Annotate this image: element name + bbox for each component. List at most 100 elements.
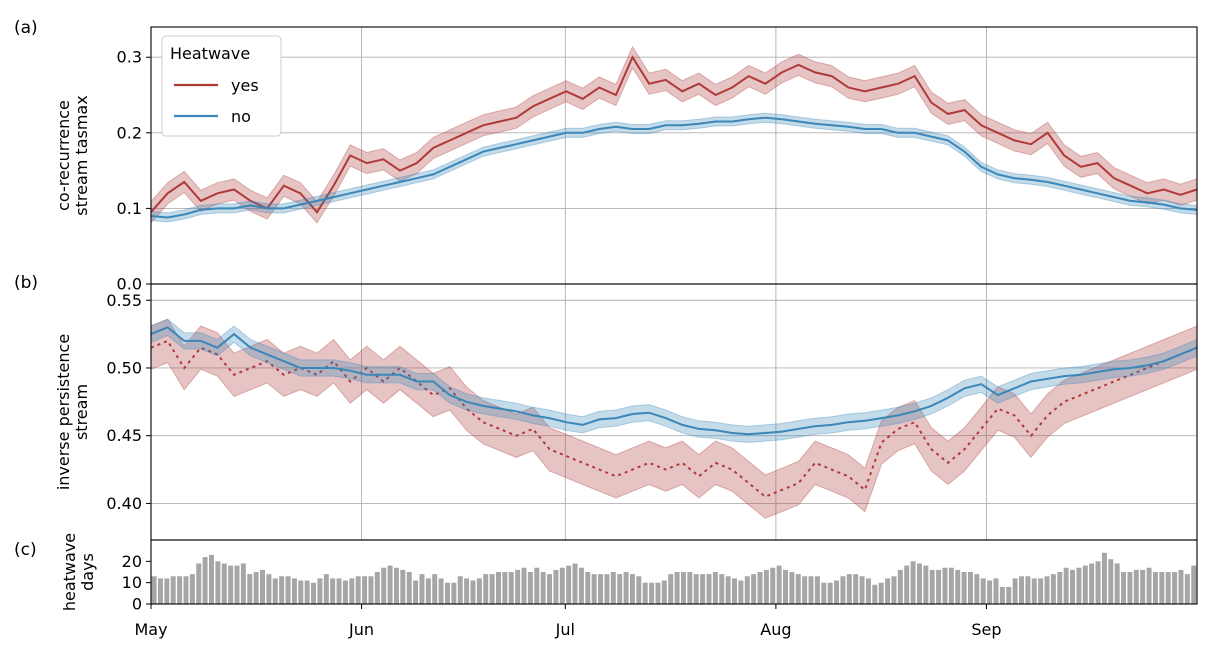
bar-day-34: [368, 576, 374, 604]
bar-day-4: [177, 576, 183, 604]
bar-day-134: [1006, 586, 1012, 604]
bar-day-49: [464, 578, 470, 604]
bar-day-73: [617, 574, 623, 604]
bar-day-107: [834, 580, 840, 604]
bar-day-143: [1063, 567, 1069, 604]
bar-day-26: [317, 578, 323, 604]
bar-day-123: [936, 569, 942, 604]
bar-day-121: [923, 565, 929, 604]
bar-day-157: [1152, 572, 1158, 604]
bar-day-132: [993, 578, 999, 604]
bar-day-138: [1031, 578, 1037, 604]
bar-day-1: [157, 578, 163, 604]
bar-day-64: [559, 567, 565, 604]
series-line-no: [150, 326, 1198, 436]
bar-day-137: [1025, 576, 1031, 604]
bar-day-37: [387, 565, 393, 604]
bar-day-120: [916, 563, 922, 604]
panel-label-c: (c): [14, 540, 37, 560]
bar-day-27: [323, 574, 329, 604]
bar-day-61: [540, 572, 546, 604]
panel-b-inverse-persistence: 0.40 0.45 0.50 0.55 inverse persistencestrea…: [54, 283, 1198, 541]
bar-day-151: [1114, 563, 1120, 604]
ytick-label: 0.3: [117, 48, 142, 67]
bar-day-162: [1184, 574, 1190, 604]
bar-day-35: [374, 572, 380, 604]
bar-day-48: [457, 576, 463, 604]
bar-day-106: [827, 582, 833, 604]
bar-day-21: [285, 576, 291, 604]
y-axis-title-line: stream: [72, 384, 91, 440]
bar-day-88: [712, 572, 718, 604]
bar-day-95: [757, 572, 763, 604]
bar-day-0: [151, 576, 157, 604]
bar-day-110: [853, 574, 859, 604]
bar-day-74: [623, 572, 629, 604]
y-axis-title-line: co-recurrence: [54, 100, 73, 211]
bar-day-72: [610, 572, 616, 604]
ytick-label: 0: [132, 595, 142, 614]
bar-day-68: [585, 572, 591, 604]
legend-label-yes: yes: [231, 76, 259, 95]
ytick-label: 10: [122, 573, 142, 592]
bar-day-47: [451, 582, 457, 604]
bar-day-10: [215, 561, 221, 604]
ytick-label: 0.2: [117, 123, 142, 142]
bar-day-149: [1101, 552, 1107, 604]
bar-day-25: [311, 582, 317, 604]
bar-day-78: [649, 582, 655, 604]
bar-day-158: [1159, 572, 1165, 604]
bar-day-8: [202, 557, 208, 604]
bar-day-150: [1108, 559, 1114, 604]
legend: Heatwave yes no: [161, 35, 282, 137]
bar-day-97: [770, 567, 776, 604]
bar-day-113: [872, 584, 878, 604]
bar-day-156: [1146, 567, 1152, 604]
bar-day-31: [349, 578, 355, 604]
bar-day-44: [432, 574, 438, 604]
ytick-label: 0.40: [106, 494, 142, 513]
y-axis-title-line: inverse persistence: [54, 334, 73, 490]
xtick-label: Sep: [971, 620, 1001, 639]
bar-day-30: [342, 580, 348, 604]
bar-day-130: [980, 578, 986, 604]
bar-day-84: [687, 572, 693, 604]
bar-day-6: [189, 574, 195, 604]
bar-day-155: [1140, 569, 1146, 604]
bar-day-127: [961, 572, 967, 604]
bar-day-92: [738, 580, 744, 604]
bar-day-38: [393, 567, 399, 604]
bar-day-39: [400, 569, 406, 604]
axes-frame: [150, 26, 1198, 285]
bar-day-81: [668, 574, 674, 604]
xtick-label: May: [134, 620, 167, 639]
bar-day-56: [508, 572, 514, 604]
bar-day-104: [814, 576, 820, 604]
bar-day-91: [732, 578, 737, 604]
bar-day-148: [1095, 561, 1101, 604]
bar-day-83: [680, 572, 686, 604]
bar-day-51: [476, 578, 482, 604]
bar-day-133: [999, 586, 1005, 604]
bar-day-19: [272, 578, 278, 604]
bar-day-70: [598, 574, 604, 604]
ytick-label: 0.1: [117, 199, 142, 218]
bar-day-66: [572, 563, 578, 604]
bar-day-103: [808, 576, 814, 604]
ytick-label: 0.0: [117, 275, 142, 294]
bar-day-145: [1076, 567, 1082, 604]
bar-day-118: [904, 565, 910, 604]
bar-day-115: [885, 578, 891, 604]
bar-day-117: [897, 569, 903, 604]
bar-day-76: [636, 576, 642, 604]
bar-day-85: [693, 574, 699, 604]
bar-day-63: [553, 569, 559, 604]
bar-day-135: [1012, 578, 1018, 604]
bar-day-60: [534, 567, 540, 604]
bar-day-71: [604, 574, 610, 604]
bar-day-122: [929, 569, 935, 604]
bar-day-114: [878, 582, 884, 604]
y-axis-title-line: heatwave: [60, 533, 79, 611]
bar-day-163: [1191, 565, 1197, 604]
